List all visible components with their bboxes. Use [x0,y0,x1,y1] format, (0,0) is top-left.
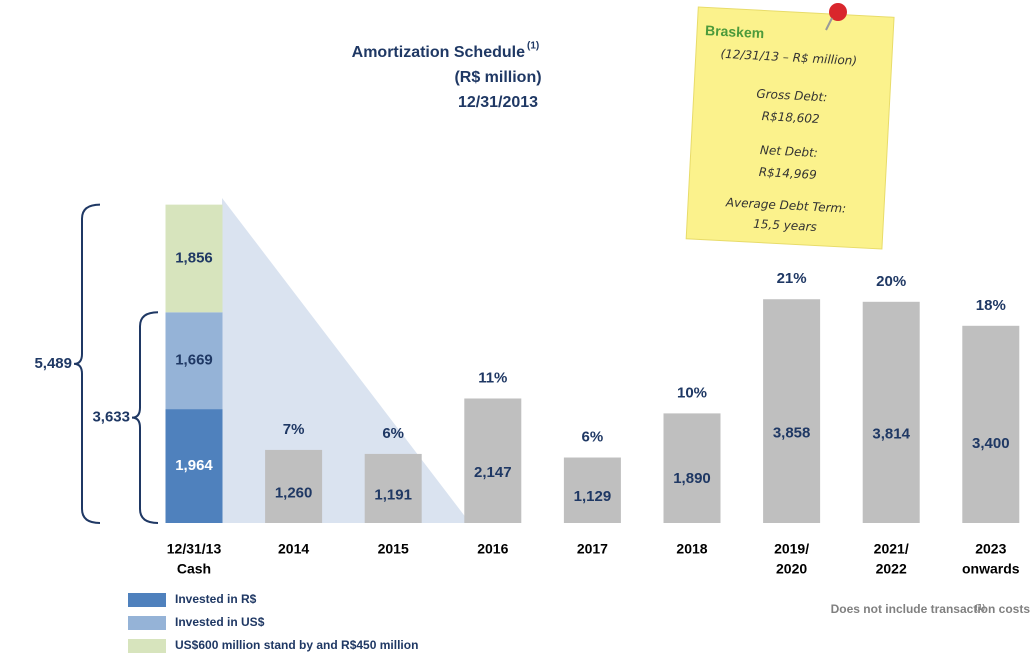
title-note: (1) [527,41,539,52]
x-tick-label: Cash [177,561,211,577]
note-brand: Braskem [705,22,765,41]
chart: Braskem (12/31/13 – R$ million) Gross De… [0,0,1036,660]
value-label: 3,814 [872,425,910,442]
x-tick-label: 2014 [278,541,309,557]
share-label: 18% [976,297,1006,314]
value-label: 1,890 [673,470,711,487]
x-tick-label: 2021/ [874,541,909,557]
value-label: 3,858 [773,424,811,441]
value-label: 1,129 [574,488,612,505]
chart-date: 12/31/2013 [458,94,538,111]
share-label: 6% [382,425,404,442]
bar [863,302,920,523]
value-label: 1,191 [374,486,412,503]
legend-label: US$600 million stand by and R$450 millio… [175,638,418,652]
bar [664,413,721,523]
x-tick-label: 2015 [378,541,409,557]
x-tick-label: onwards [962,561,1020,577]
legend-swatch [128,593,166,607]
footnote: Does not include transaction costs [831,602,1031,616]
value-label: 3,400 [972,435,1010,452]
value-label: 1,964 [175,457,213,474]
x-tick-label: 2019/ [774,541,809,557]
x-tick-label: 2023 [975,541,1006,557]
legend-swatch [128,616,166,630]
share-label: 6% [582,428,604,445]
total-label: 5,489 [34,355,72,372]
chart-subtitle: (R$ million) [454,69,541,86]
value-label: 1,260 [275,485,313,502]
value-label: 1,669 [175,352,213,369]
sticky-note: Braskem (12/31/13 – R$ million) Gross De… [686,7,894,249]
share-label: 21% [777,270,807,287]
value-label: 1,856 [175,249,213,266]
legend-swatch [128,639,166,653]
legend-label: Invested in US$ [175,615,265,629]
x-tick-label: 2018 [676,541,707,557]
shading [222,198,470,523]
share-label: 7% [283,421,305,438]
x-tick-label: 2016 [477,541,508,557]
legend-label: Invested in R$ [175,592,257,606]
chart-title: Amortization Schedule [352,44,525,61]
bar [464,398,521,523]
value-label: 2,147 [474,464,512,481]
x-tick-label: 2022 [876,561,907,577]
x-tick-label: 12/31/13 [167,541,222,557]
share-label: 11% [478,369,507,386]
bar [962,326,1019,523]
note-paper [686,7,894,249]
share-label: 10% [677,384,707,401]
x-tick-label: 2017 [577,541,608,557]
x-tick-label: 2020 [776,561,807,577]
bracket [74,205,100,523]
share-label: 20% [876,273,906,290]
total-label: 3,633 [92,409,130,426]
bar [763,299,820,523]
bracket [132,312,158,523]
